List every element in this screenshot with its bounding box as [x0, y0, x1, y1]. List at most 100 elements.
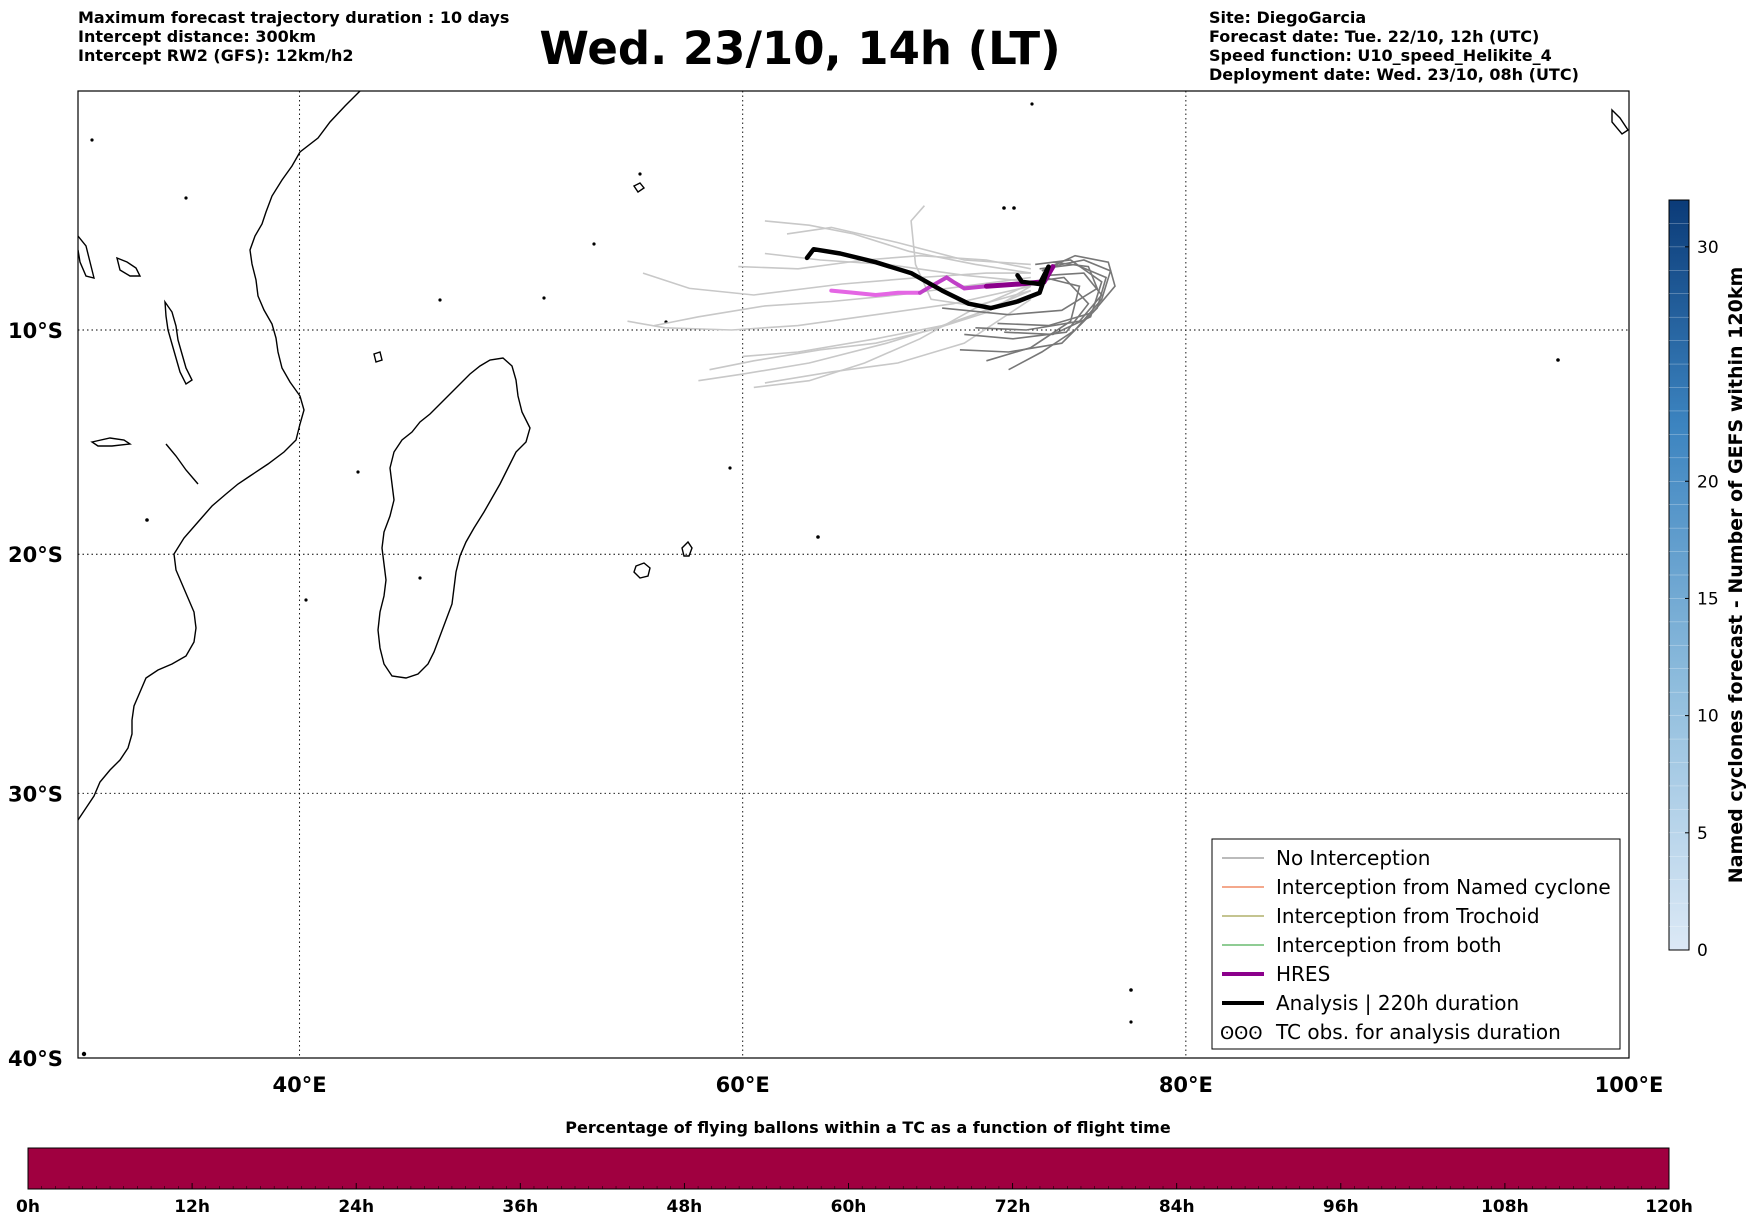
info-line: Intercept distance: 300km [78, 27, 317, 46]
flight-time-label: 0h [16, 1197, 40, 1217]
latitude-label: 30°S [8, 782, 63, 806]
lake-kariba [90, 437, 132, 447]
island-dot [1129, 988, 1133, 992]
map-title: Wed. 23/10, 14h (LT) [539, 22, 1061, 75]
island-dot [1012, 206, 1016, 210]
cyclone-colorbar: 0 5 10 15 20 30 Named cyclones forecast - Num… [1668, 199, 1747, 961]
island-dot [728, 466, 732, 470]
analysis-trajectory [804, 246, 1051, 311]
legend-label: Interception from Named cyclone [1276, 875, 1611, 899]
site-parameters: Site: DiegoGarcia Forecast date: Tue. 22… [1209, 8, 1579, 84]
ensemble-track [975, 272, 1103, 331]
island-dot [356, 470, 360, 474]
longitude-label: 40°E [273, 1073, 327, 1097]
ensemble-track [786, 226, 1031, 266]
flight-time-label: 60h [831, 1197, 867, 1217]
island-dot [81, 1051, 87, 1057]
reunion-island [633, 562, 651, 579]
forecast-parameters: Maximum forecast trajectory duration : 1… [78, 8, 509, 65]
ensemble-track [764, 220, 1031, 274]
island-dot [1002, 206, 1006, 210]
longitude-label: 100°E [1595, 1073, 1664, 1097]
longitude-label: 80°E [1159, 1073, 1213, 1097]
ensemble-track [964, 276, 1090, 340]
ensemble-trajectories-dark [942, 254, 1116, 371]
island-dot [1030, 102, 1034, 106]
colorbar-tick-label: 10 [1697, 707, 1719, 727]
ensemble-track [986, 276, 1081, 362]
info-line: Forecast date: Tue. 22/10, 12h (UTC) [1209, 27, 1540, 46]
island-dot [638, 172, 642, 176]
flight-time-label: 12h [174, 1197, 210, 1217]
hres-track-segment [918, 275, 989, 295]
island-dot [816, 535, 820, 539]
ensemble-track [738, 254, 1031, 270]
colorbar-tick-label: 5 [1697, 824, 1708, 844]
legend-label: HRES [1276, 962, 1330, 986]
island-dot [438, 298, 442, 302]
legend-label: No Interception [1276, 846, 1430, 870]
info-line: Deployment date: Wed. 23/10, 08h (UTC) [1209, 65, 1579, 84]
flight-time-label: 48h [667, 1197, 703, 1217]
ensemble-track [627, 285, 1031, 331]
lake-malawi [164, 299, 193, 386]
analysis-track [804, 246, 1051, 311]
island-dot [1556, 358, 1560, 362]
island-dot [184, 196, 188, 200]
africa-coastline [78, 91, 361, 821]
madagascar-coastline [377, 357, 531, 679]
flight-time-label: 84h [1159, 1197, 1195, 1217]
flight-time-label: 72h [995, 1197, 1031, 1217]
socotra-tip [1611, 108, 1629, 135]
ensemble-track [1004, 259, 1103, 336]
colorbar-label: Named cyclones forecast - Number of GEFS… [1725, 267, 1747, 884]
latitude-label: 20°S [8, 543, 63, 567]
island-dot [145, 518, 149, 522]
info-line: Maximum forecast trajectory duration : 1… [78, 8, 510, 27]
island-dot [542, 296, 546, 300]
ensemble-track [642, 272, 1031, 296]
longitude-labels: 40°E 60°E 80°E 100°E [273, 1073, 1664, 1097]
coastlines [78, 91, 1629, 821]
colorbar-tick-label: 15 [1697, 589, 1719, 609]
legend: No Interception Interception from Named c… [1211, 838, 1621, 1050]
latitude-labels: 10°S 20°S 30°S 40°S [8, 319, 63, 1071]
colorbar-tick-label: 30 [1697, 238, 1719, 258]
flight-time-label: 108h [1481, 1197, 1529, 1217]
flight-time-colorbar: Percentage of flying ballons within a TC… [16, 1118, 1693, 1217]
mauritius-island [681, 540, 693, 557]
lake-victoria-shore [115, 256, 142, 277]
island-dot [90, 138, 94, 142]
ensemble-track [698, 289, 1032, 382]
flight-time-title: Percentage of flying ballons within a TC… [565, 1118, 1171, 1137]
info-line: Speed function: U10_speed_Helikite_4 [1209, 46, 1552, 65]
zambezi-coast [165, 443, 199, 485]
flight-time-label: 120h [1645, 1197, 1693, 1217]
legend-label: TC obs. for analysis duration [1275, 1020, 1561, 1044]
hres-track-segment [829, 288, 922, 298]
longitude-label: 60°E [716, 1073, 770, 1097]
island-dot [1129, 1020, 1133, 1024]
island-dot [304, 598, 308, 602]
legend-label: Analysis | 220h duration [1276, 991, 1519, 1015]
colorbar-tick-label: 0 [1697, 941, 1708, 961]
latitude-label: 40°S [8, 1047, 63, 1071]
ensemble-track [942, 261, 1099, 316]
graticule [78, 91, 1629, 1058]
info-line: Site: DiegoGarcia [1209, 8, 1367, 27]
comoros [373, 351, 383, 363]
seychelles [632, 182, 646, 193]
latitude-label: 10°S [8, 319, 63, 343]
legend-label: Interception from Trochoid [1276, 904, 1540, 928]
flight-time-label: 24h [338, 1197, 374, 1217]
legend-label: Interception from both [1276, 933, 1502, 957]
island-dot [592, 242, 596, 246]
tc-obs-symbol: ʘʘʘ [1220, 1023, 1263, 1044]
legend-box [1211, 838, 1621, 1050]
island-dot [418, 576, 422, 580]
ensemble-track [1008, 259, 1112, 371]
flight-time-label: 36h [502, 1197, 538, 1217]
small-islands [81, 102, 1560, 1057]
flight-time-label: 96h [1323, 1197, 1359, 1217]
